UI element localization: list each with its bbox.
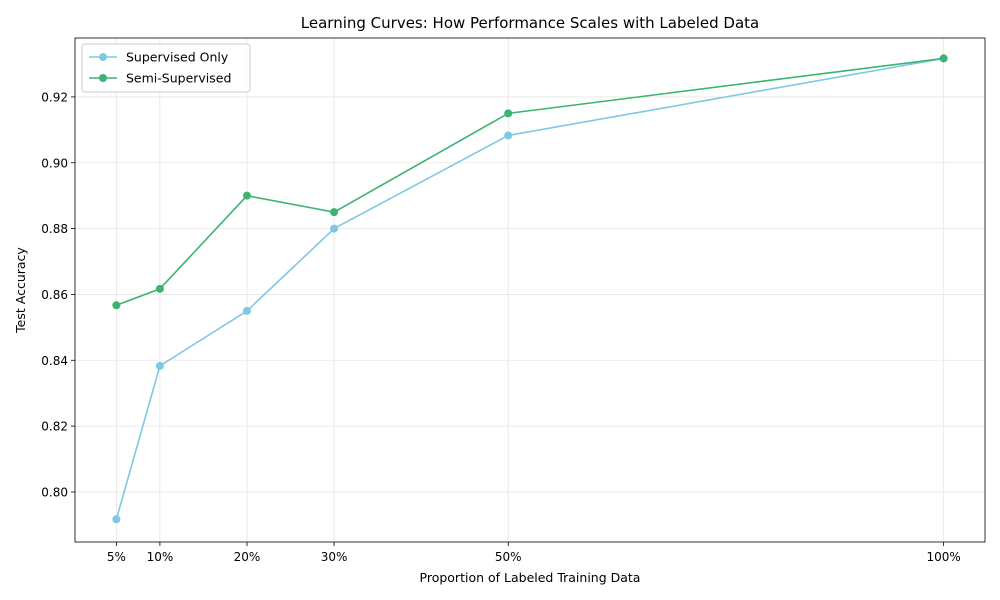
data-point-supervised (330, 224, 339, 233)
data-point-supervised (155, 361, 164, 370)
data-point-semi-supervised (504, 109, 513, 118)
plot-area (75, 38, 985, 542)
data-point-supervised (112, 515, 121, 524)
y-tick-label: 0.84 (41, 354, 68, 368)
y-tick-label: 0.92 (41, 90, 68, 104)
x-tick-label: 100% (926, 550, 960, 564)
legend: Supervised Only Semi-Supervised (81, 43, 251, 93)
y-tick-label: 0.80 (41, 485, 68, 499)
y-tick-label: 0.90 (41, 156, 68, 170)
series-line-supervised (115, 57, 944, 520)
axes: 5% 10% 20% 30% 50% 100% 0.80 0.82 0.84 0.86 0.88 0.… (41, 90, 961, 564)
y-axis-label: Test Accuracy (13, 247, 28, 334)
series-group (112, 54, 948, 524)
legend-marker-supervised (99, 53, 107, 61)
y-tick-label: 0.86 (41, 288, 68, 302)
y-tick-label: 0.88 (41, 222, 68, 236)
legend-label-supervised: Supervised Only (126, 50, 229, 65)
data-point-semi-supervised (939, 54, 948, 63)
legend-box (81, 43, 251, 93)
x-tick-label: 20% (234, 550, 261, 564)
data-point-supervised (242, 306, 251, 315)
legend-label-semi-supervised: Semi-Supervised (126, 71, 231, 86)
x-tick-label: 30% (321, 550, 348, 564)
y-tick-label: 0.82 (41, 420, 68, 434)
data-point-semi-supervised (112, 301, 121, 310)
grid (75, 38, 985, 542)
data-point-semi-supervised (155, 284, 164, 293)
x-axis-label: Proportion of Labeled Training Data (420, 570, 641, 585)
x-tick-label: 10% (147, 550, 174, 564)
series-line-semi-supervised (116, 57, 944, 307)
legend-marker-semi-supervised (99, 74, 107, 82)
chart-title: Learning Curves: How Performance Scales … (301, 14, 759, 32)
data-point-supervised (504, 131, 513, 140)
data-point-semi-supervised (242, 191, 251, 200)
x-tick-label: 5% (107, 550, 126, 564)
plot-frame (74, 37, 986, 543)
x-tick-label: 50% (495, 550, 522, 564)
data-point-semi-supervised (330, 208, 339, 217)
